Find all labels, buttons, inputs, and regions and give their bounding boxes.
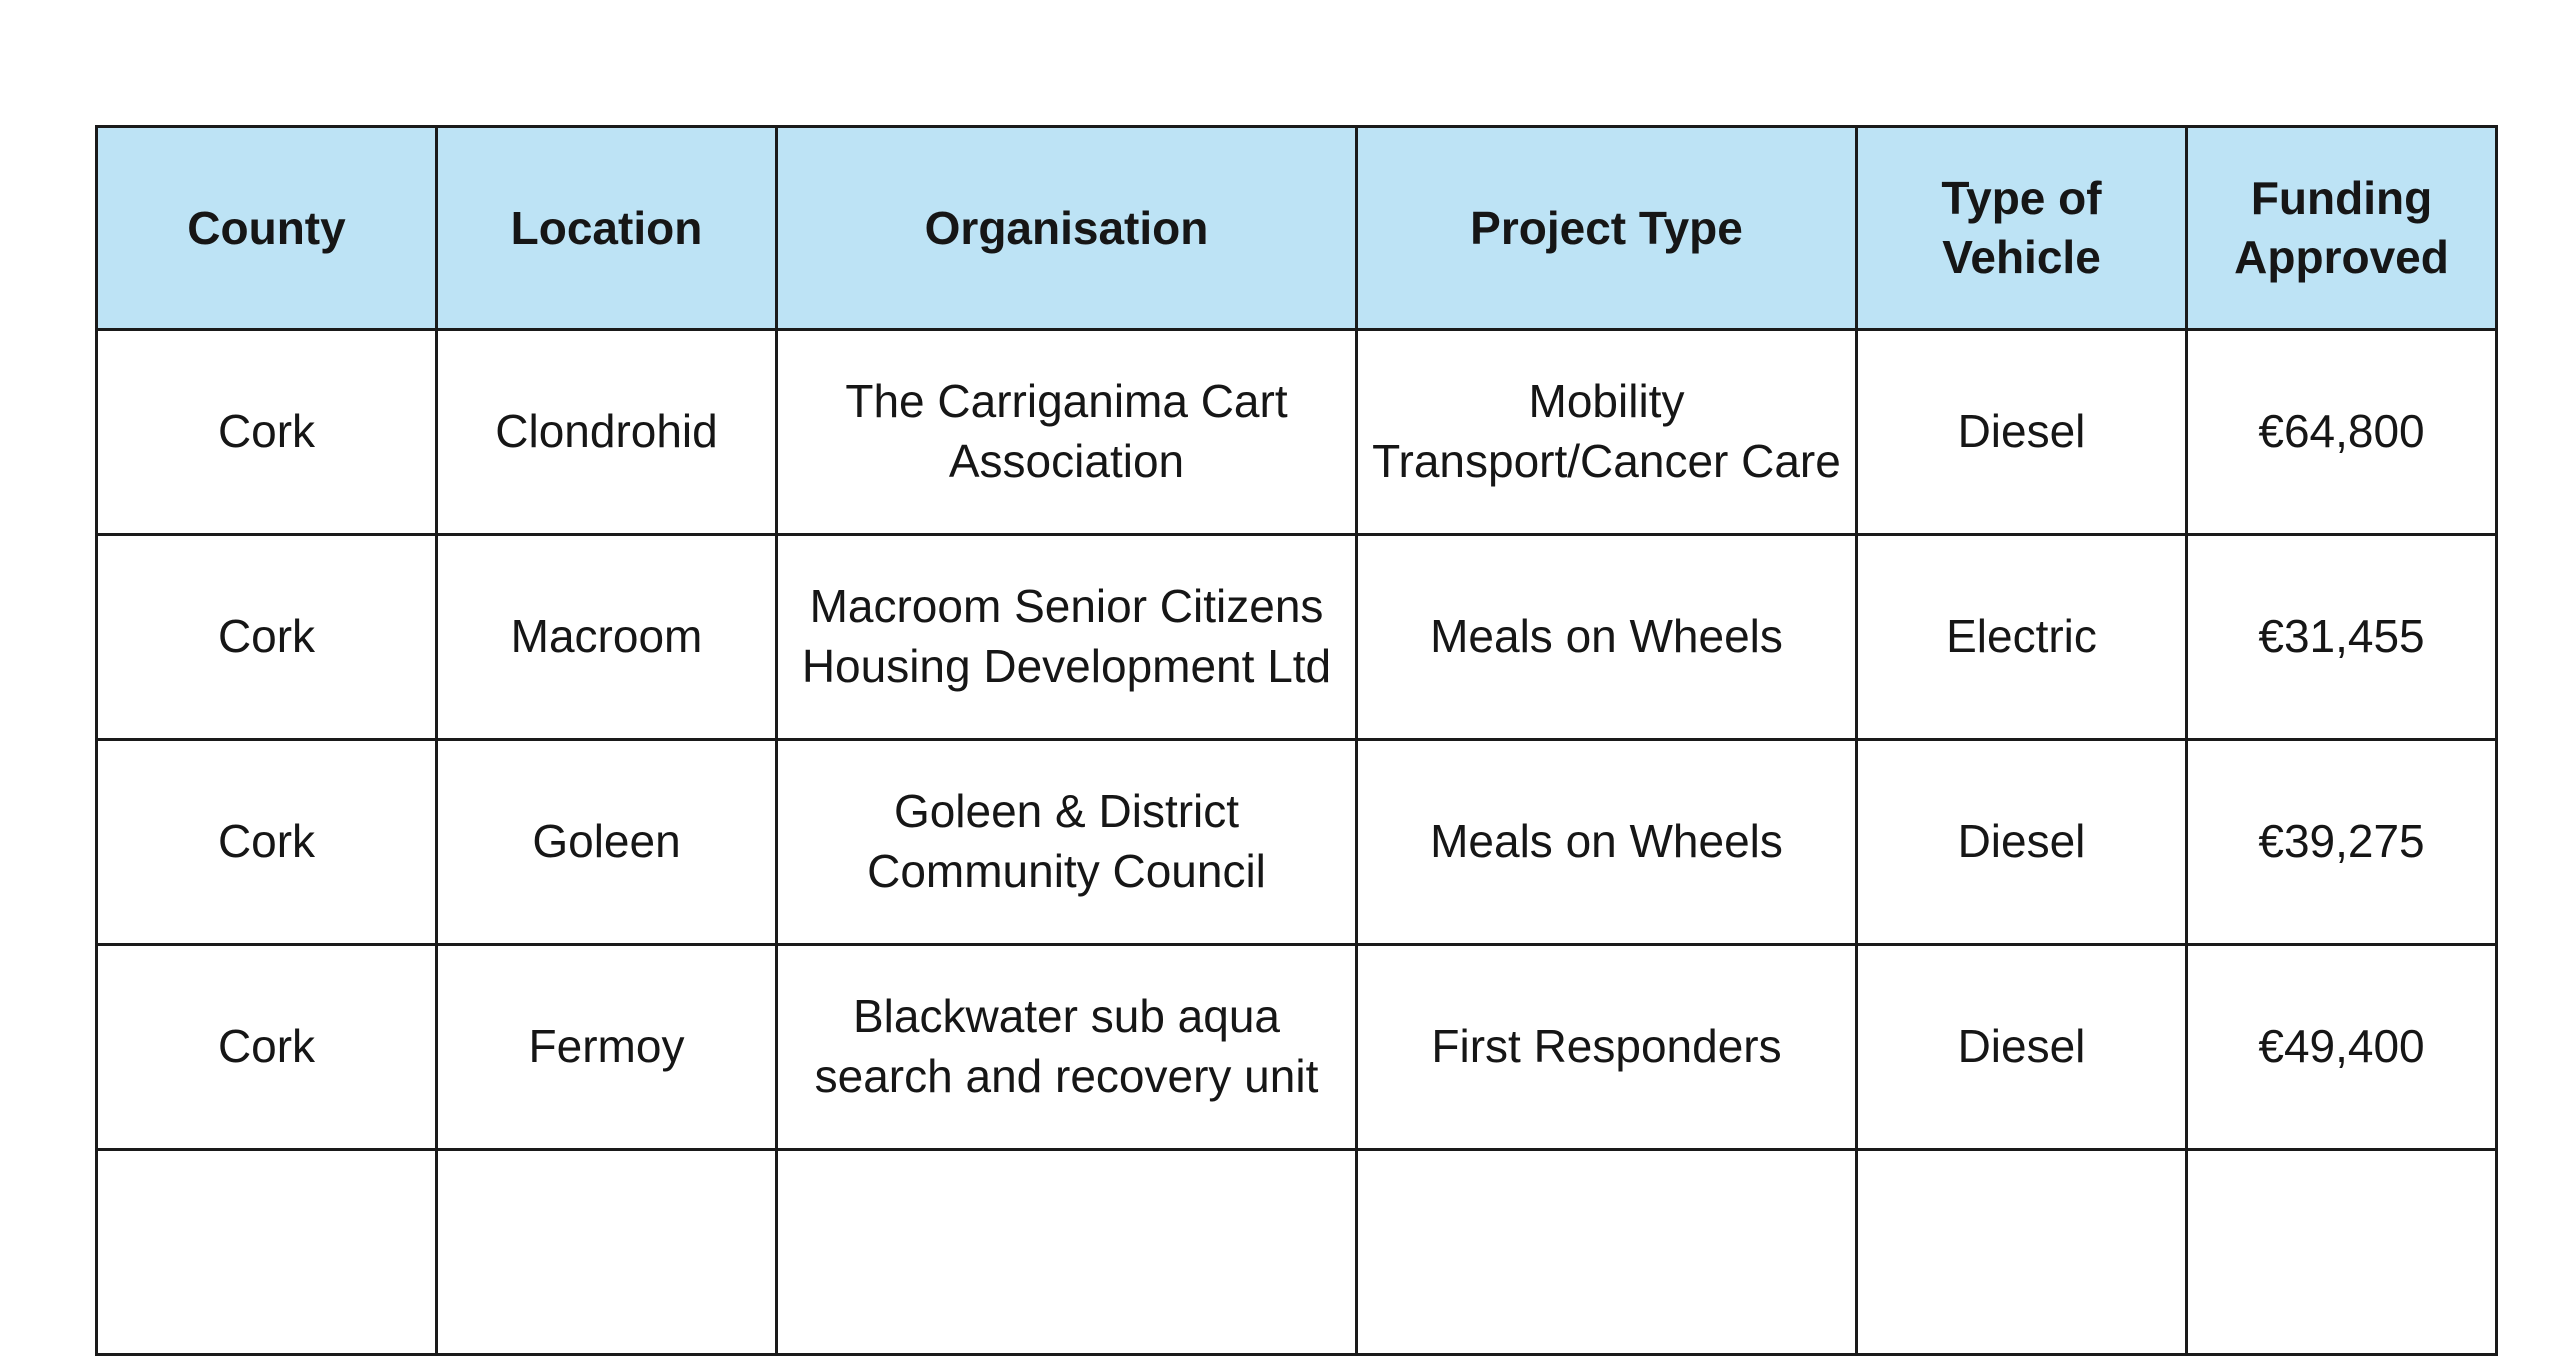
column-header-funding-approved-line1: Funding	[2250, 172, 2433, 225]
page-root: County Location Organisation Project Typ…	[95, 125, 2498, 1356]
column-header-type-of-vehicle-line2: Vehicle	[1942, 231, 2101, 283]
cell-location	[435, 1148, 778, 1356]
column-header-organisation[interactable]: Organisation	[775, 125, 1358, 331]
cell-type-of-vehicle	[1855, 1148, 2188, 1356]
table-row[interactable]: Cork Macroom Macroom Senior Citizens Hou…	[95, 533, 2498, 741]
table-body: Cork Clondrohid The Carriganima Cart Ass…	[95, 328, 2498, 1356]
cell-project-type	[1355, 1148, 1858, 1356]
cell-type-of-vehicle: Electric	[1855, 533, 2188, 741]
table-row[interactable]: Cork Goleen Goleen & District Community …	[95, 738, 2498, 946]
column-header-county[interactable]: County	[95, 125, 438, 331]
cell-project-type: Meals on Wheels	[1355, 533, 1858, 741]
cell-location: Macroom	[435, 533, 778, 741]
cell-funding-approved: €64,800	[2185, 328, 2498, 536]
funding-approved-table: County Location Organisation Project Typ…	[95, 125, 2498, 1356]
column-header-type-of-vehicle[interactable]: Type of Vehicle	[1855, 125, 2188, 331]
table-row[interactable]	[95, 1148, 2498, 1356]
table-header: County Location Organisation Project Typ…	[95, 125, 2498, 331]
cell-type-of-vehicle: Diesel	[1855, 738, 2188, 946]
cell-funding-approved: €31,455	[2185, 533, 2498, 741]
table-row[interactable]: Cork Clondrohid The Carriganima Cart Ass…	[95, 328, 2498, 536]
cell-location: Fermoy	[435, 943, 778, 1151]
column-header-funding-approved-line2: Approved	[2234, 231, 2449, 283]
table-row[interactable]: Cork Fermoy Blackwater sub aqua search a…	[95, 943, 2498, 1151]
cell-funding-approved: €49,400	[2185, 943, 2498, 1151]
cell-funding-approved	[2185, 1148, 2498, 1356]
cell-county: Cork	[95, 943, 438, 1151]
cell-county: Cork	[95, 738, 438, 946]
cell-funding-approved: €39,275	[2185, 738, 2498, 946]
cell-organisation	[775, 1148, 1358, 1356]
cell-project-type: Meals on Wheels	[1355, 738, 1858, 946]
cell-county: Cork	[95, 533, 438, 741]
cell-organisation: The Carriganima Cart Association	[775, 328, 1358, 536]
column-header-location[interactable]: Location	[435, 125, 778, 331]
table-header-row: County Location Organisation Project Typ…	[95, 125, 2498, 331]
funding-table-container: County Location Organisation Project Typ…	[95, 125, 2498, 1356]
column-header-type-of-vehicle-line1: Type of	[1941, 172, 2102, 225]
cell-organisation: Macroom Senior Citizens Housing Developm…	[775, 533, 1358, 741]
cell-type-of-vehicle: Diesel	[1855, 943, 2188, 1151]
cell-project-type: Mobility Transport/Cancer Care	[1355, 328, 1858, 536]
cell-county: Cork	[95, 328, 438, 536]
cell-organisation: Goleen & District Community Council	[775, 738, 1358, 946]
cell-location: Goleen	[435, 738, 778, 946]
cell-organisation: Blackwater sub aqua search and recovery …	[775, 943, 1358, 1151]
cell-location: Clondrohid	[435, 328, 778, 536]
cell-type-of-vehicle: Diesel	[1855, 328, 2188, 536]
column-header-funding-approved[interactable]: Funding Approved	[2185, 125, 2498, 331]
cell-county	[95, 1148, 438, 1356]
column-header-project-type[interactable]: Project Type	[1355, 125, 1858, 331]
cell-project-type: First Responders	[1355, 943, 1858, 1151]
